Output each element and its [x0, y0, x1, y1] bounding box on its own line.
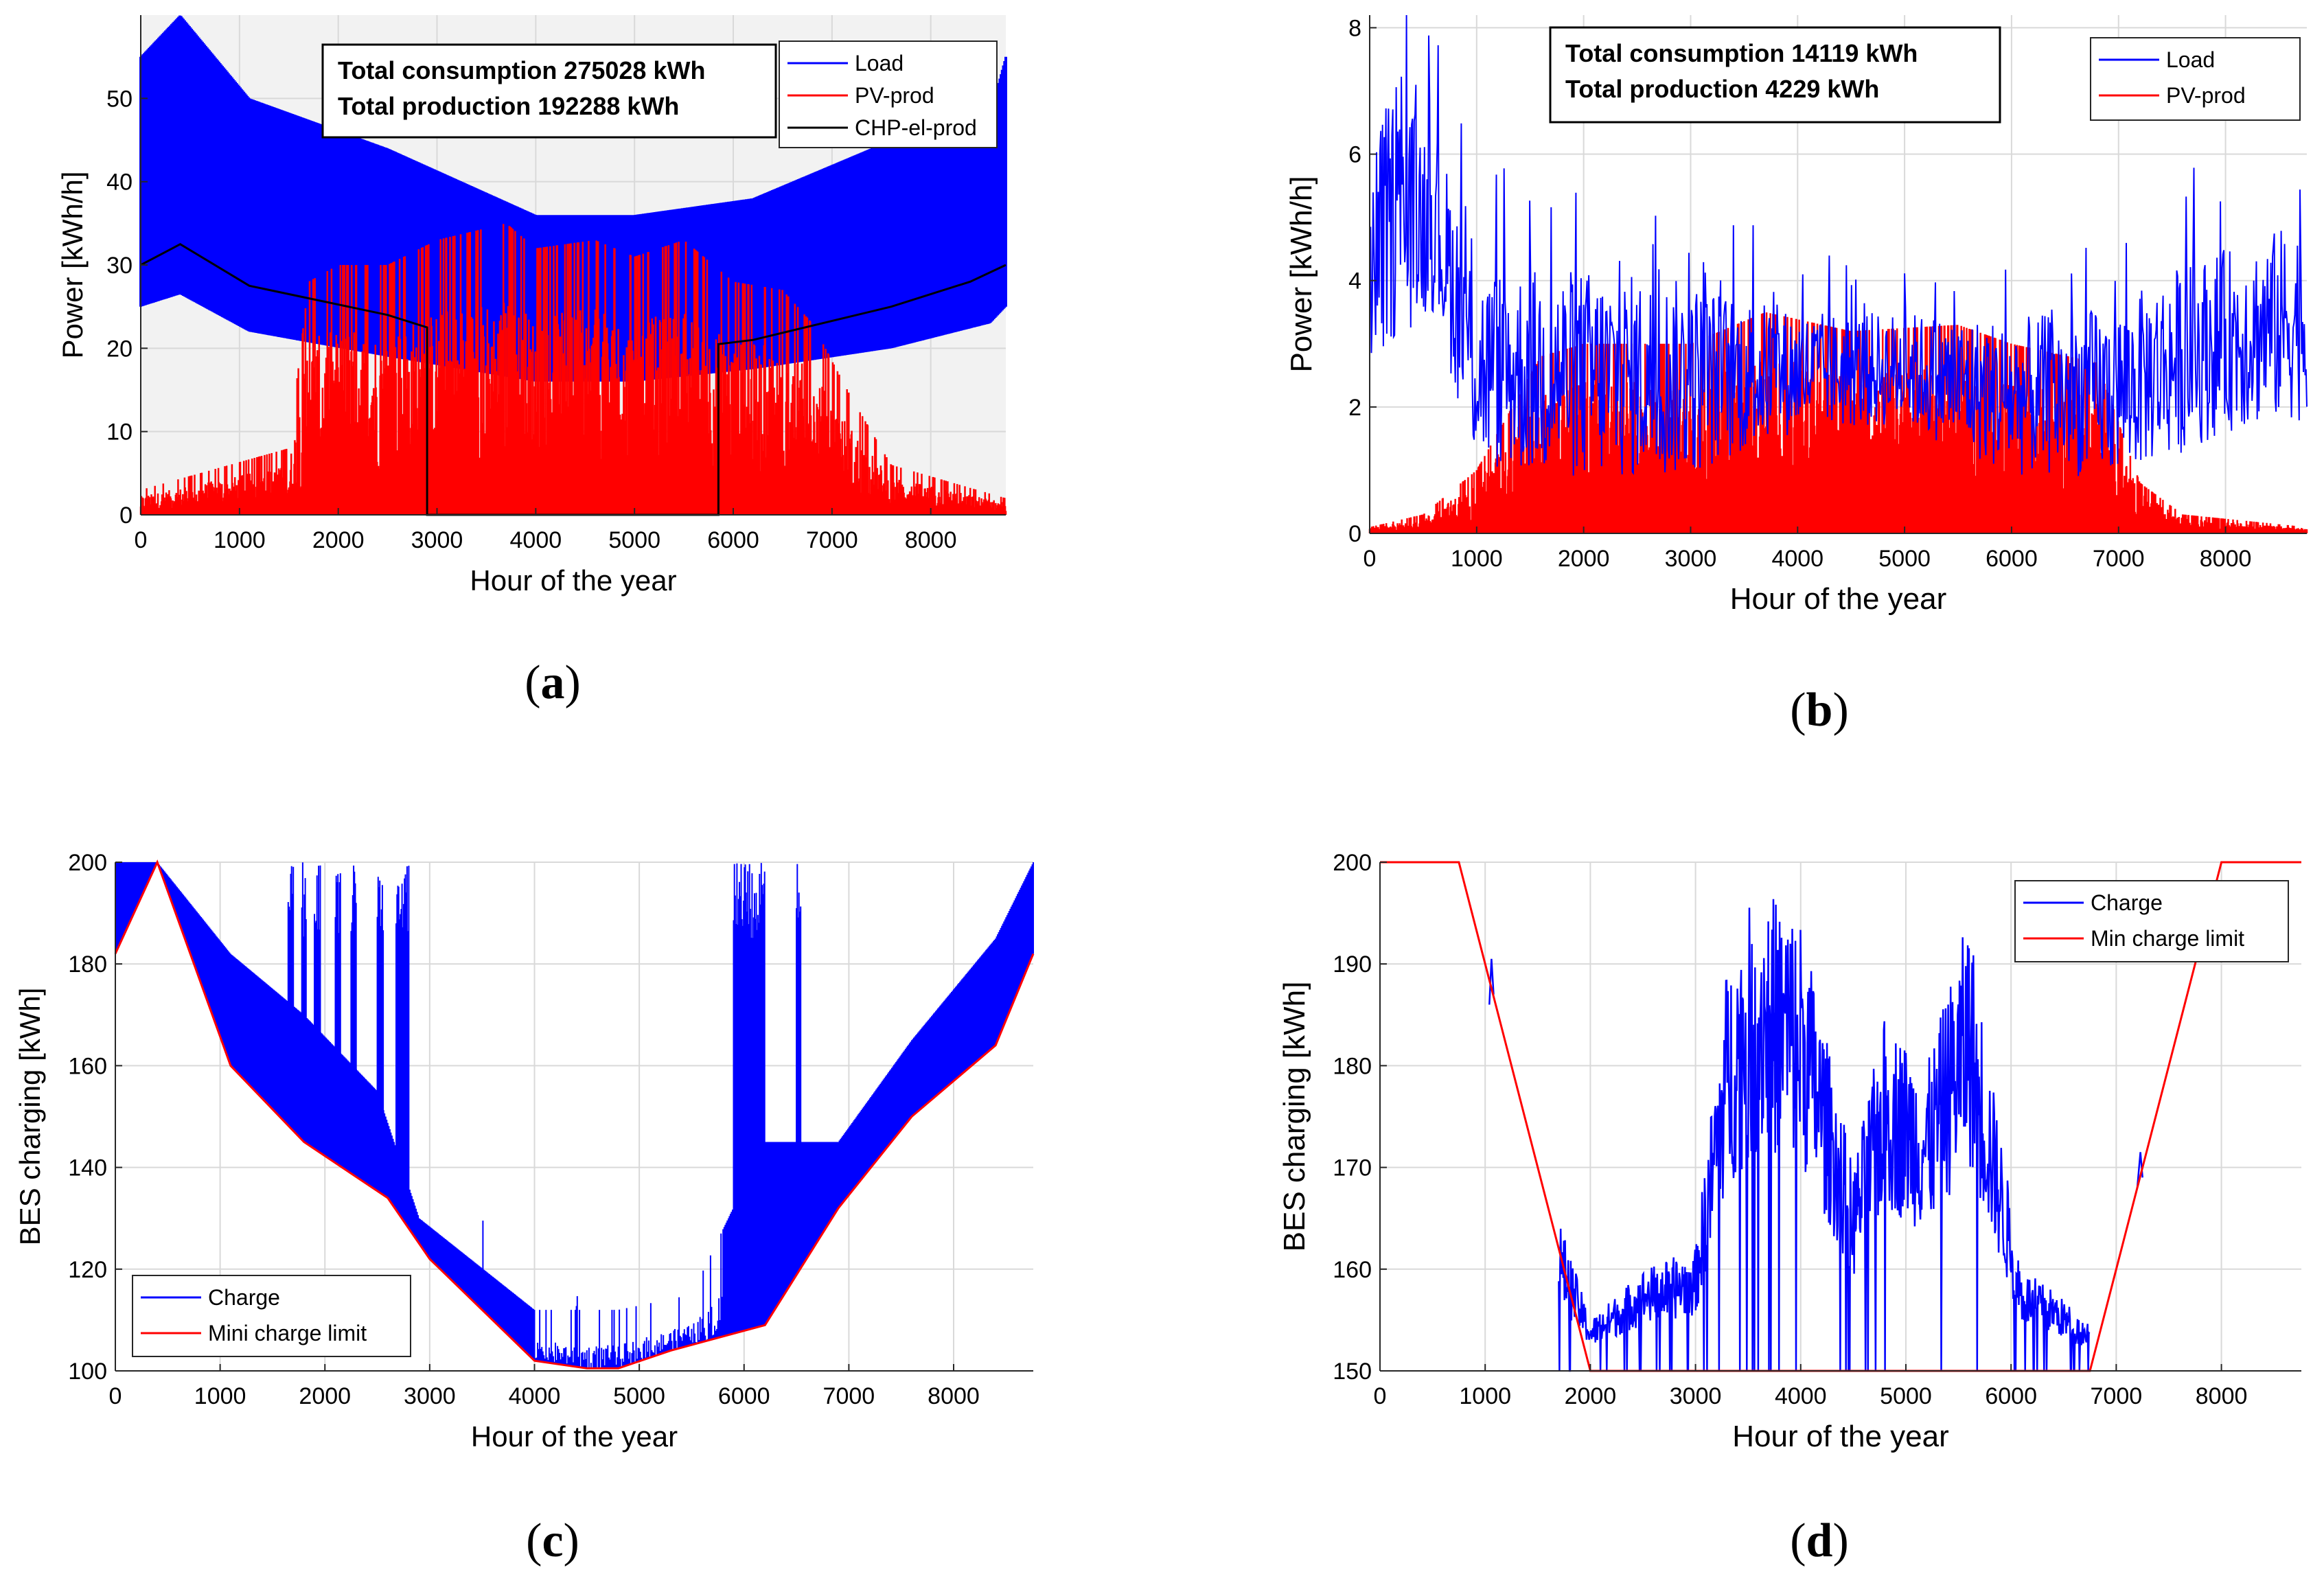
x-tick-label: 5000: [1878, 546, 1931, 572]
x-axis-label: Hour of the year: [470, 564, 676, 597]
legend-box: [132, 1275, 411, 1357]
load-series: [1369, 14, 2308, 476]
totals-text: Total consumption 14119 kWh: [1565, 39, 1918, 67]
x-tick-label: 2000: [312, 527, 365, 553]
x-tick-label: 1000: [214, 527, 266, 553]
y-axis-label: Power [kWh/h]: [56, 171, 89, 358]
y-tick-label: 170: [1333, 1155, 1372, 1181]
legend-label: PV-prod: [855, 83, 934, 108]
panel-label-b: (b): [1790, 684, 1849, 737]
x-tick-label: 5000: [613, 1383, 665, 1409]
y-tick-label: 50: [106, 86, 133, 112]
y-axis-label: BES charging [kWh]: [1278, 982, 1311, 1252]
x-tick-label: 3000: [1670, 1383, 1722, 1409]
x-axis-label: Hour of the year: [471, 1420, 678, 1453]
x-tick-label: 4000: [1775, 1383, 1827, 1409]
x-tick-label: 7000: [2091, 1383, 2143, 1409]
y-tick-label: 10: [106, 419, 133, 446]
chart-a: 0 1000 2000 3000 4000 5000 6000 7000 8000 0 10 20 30…: [56, 15, 1007, 597]
y-tick-label: 30: [106, 253, 133, 279]
totals-box: [321, 43, 777, 139]
x-tick-label: 6000: [1985, 1383, 2037, 1409]
x-tick-label: 3000: [411, 527, 463, 553]
chart-c: 0 1000 2000 3000 4000 5000 6000 7000 8000 100 120 1…: [14, 850, 1035, 1453]
totals-text: Total consumption 275028 kWh: [338, 56, 705, 84]
y-axis-label: BES charging [kWh]: [14, 988, 46, 1246]
y-tick-label: 160: [1333, 1257, 1372, 1283]
y-tick-label: 200: [68, 850, 107, 876]
panel-label-a: (a): [525, 656, 581, 709]
panel-label-d: (d): [1790, 1514, 1849, 1567]
x-tick-label: 4000: [510, 527, 562, 553]
legend-label: Charge: [2091, 890, 2163, 915]
y-tick-label: 190: [1333, 951, 1372, 978]
x-tick-label: 1000: [1459, 1383, 1511, 1409]
y-tick-label: 200: [1333, 850, 1372, 876]
y-tick-label: 180: [68, 951, 107, 978]
chart-d: 0 1000 2000 3000 4000 5000 6000 7000 8000 150 160 1…: [1278, 850, 2301, 1453]
x-tick-label: 8000: [928, 1383, 980, 1409]
y-tick-label: 150: [1333, 1359, 1372, 1385]
x-tick-label: 6000: [707, 527, 759, 553]
y-tick-label: 8: [1348, 15, 1361, 41]
x-tick-label: 7000: [806, 527, 858, 553]
y-tick-label: 120: [68, 1257, 107, 1283]
y-tick-label: 40: [106, 170, 133, 196]
x-tick-label: 1000: [1451, 546, 1503, 572]
x-tick-label: 2000: [1558, 546, 1610, 572]
y-tick-label: 180: [1333, 1053, 1372, 1079]
x-tick-label: 7000: [2093, 546, 2145, 572]
x-tick-label: 8000: [2196, 1383, 2248, 1409]
x-tick-label: 5000: [1880, 1383, 1932, 1409]
y-tick-label: 100: [68, 1359, 107, 1385]
y-tick-label: 0: [1348, 521, 1361, 547]
y-tick-label: 2: [1348, 395, 1361, 421]
legend-box: [2090, 37, 2301, 121]
legend-label: Load: [2166, 47, 2215, 72]
min-charge-limit-series: [114, 859, 1035, 1370]
x-tick-label: 3000: [1665, 546, 1717, 572]
legend-label: Charge: [208, 1285, 280, 1310]
y-tick-label: 4: [1348, 268, 1361, 294]
y-tick-label: 160: [68, 1053, 107, 1079]
x-tick-label: 3000: [404, 1383, 456, 1409]
x-tick-label: 0: [1374, 1383, 1387, 1409]
y-axis-label: Power [kWh/h]: [1285, 176, 1318, 372]
legend-label: Min charge limit: [2091, 926, 2244, 951]
chart-b: 0 1000 2000 3000 4000 5000 6000 7000 8000 0 2 4 6 8 Ho…: [1285, 14, 2308, 616]
y-tick-label: 140: [68, 1155, 107, 1181]
x-tick-label: 0: [135, 527, 148, 553]
legend-box: [2014, 880, 2289, 962]
legend-label: Mini charge limit: [208, 1321, 367, 1345]
x-tick-label: 4000: [509, 1383, 561, 1409]
y-tick-label: 6: [1348, 142, 1361, 168]
y-tick-label: 20: [106, 336, 133, 362]
x-tick-label: 8000: [2200, 546, 2252, 572]
legend-label: PV-prod: [2166, 83, 2246, 108]
x-tick-label: 0: [109, 1383, 122, 1409]
x-tick-label: 1000: [194, 1383, 246, 1409]
x-tick-label: 8000: [905, 527, 957, 553]
panel-label-c: (c): [526, 1514, 579, 1567]
x-tick-label: 2000: [1565, 1383, 1617, 1409]
totals-box: [1549, 26, 2001, 124]
x-tick-label: 4000: [1771, 546, 1823, 572]
x-axis-label: Hour of the year: [1732, 1420, 1949, 1453]
x-tick-label: 2000: [299, 1383, 351, 1409]
legend-label: Load: [855, 51, 904, 76]
x-tick-label: 7000: [823, 1383, 875, 1409]
totals-text: Total production 192288 kWh: [338, 92, 679, 120]
y-tick-label: 0: [119, 502, 133, 529]
x-axis-label: Hour of the year: [1730, 582, 1947, 616]
totals-text: Total production 4229 kWh: [1565, 75, 1879, 103]
x-tick-label: 5000: [608, 527, 660, 553]
legend-label: CHP-el-prod: [855, 115, 977, 140]
x-tick-label: 0: [1364, 546, 1377, 572]
x-tick-label: 6000: [718, 1383, 770, 1409]
x-tick-label: 6000: [1986, 546, 2038, 572]
